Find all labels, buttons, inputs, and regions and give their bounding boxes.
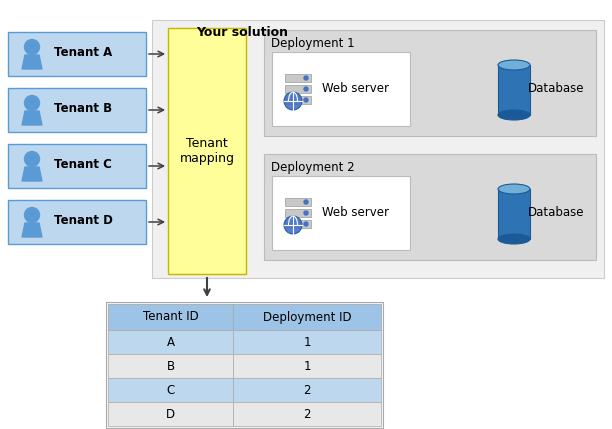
Bar: [108, 402, 233, 426]
Bar: [8, 32, 146, 76]
Circle shape: [24, 208, 40, 223]
Bar: [285, 74, 311, 82]
Text: Database: Database: [528, 206, 584, 220]
Bar: [285, 220, 311, 228]
Text: A: A: [166, 335, 174, 348]
Text: 2: 2: [304, 408, 311, 420]
Text: Tenant D: Tenant D: [54, 214, 113, 227]
Circle shape: [304, 211, 308, 215]
Bar: [285, 209, 311, 217]
Text: Deployment 2: Deployment 2: [271, 160, 354, 173]
Text: Database: Database: [528, 82, 584, 96]
Text: Web server: Web server: [321, 82, 389, 96]
Text: Tenant B: Tenant B: [54, 103, 112, 115]
Bar: [233, 304, 381, 330]
Text: Deployment ID: Deployment ID: [263, 311, 351, 323]
Text: Tenant
mapping: Tenant mapping: [179, 137, 234, 165]
Circle shape: [24, 96, 40, 111]
Polygon shape: [22, 111, 42, 125]
Bar: [233, 330, 381, 354]
Text: 1: 1: [304, 360, 311, 372]
Ellipse shape: [498, 184, 530, 194]
Circle shape: [284, 92, 302, 110]
Bar: [264, 30, 596, 136]
Bar: [264, 154, 596, 260]
Bar: [285, 85, 311, 93]
Bar: [8, 88, 146, 132]
Bar: [106, 302, 383, 428]
Bar: [168, 28, 246, 274]
Bar: [272, 52, 410, 126]
Bar: [233, 402, 381, 426]
Bar: [108, 330, 233, 354]
Text: Deployment 1: Deployment 1: [271, 36, 354, 49]
Circle shape: [304, 87, 308, 91]
Bar: [285, 198, 311, 206]
Text: Tenant C: Tenant C: [54, 158, 112, 172]
Bar: [152, 20, 604, 278]
Text: Tenant ID: Tenant ID: [143, 311, 198, 323]
Text: Your solution: Your solution: [196, 27, 288, 39]
Polygon shape: [22, 223, 42, 237]
Circle shape: [24, 151, 40, 166]
Circle shape: [304, 76, 308, 80]
Circle shape: [24, 39, 40, 54]
Ellipse shape: [498, 110, 530, 120]
Text: B: B: [166, 360, 174, 372]
Circle shape: [304, 98, 308, 102]
Text: Web server: Web server: [321, 206, 389, 220]
Bar: [498, 65, 530, 115]
Bar: [498, 189, 530, 239]
Text: C: C: [166, 384, 174, 396]
Bar: [233, 378, 381, 402]
Text: 2: 2: [304, 384, 311, 396]
Bar: [285, 96, 311, 104]
Text: Tenant A: Tenant A: [54, 46, 112, 60]
Polygon shape: [22, 55, 42, 69]
Bar: [233, 354, 381, 378]
Polygon shape: [22, 167, 42, 181]
Ellipse shape: [498, 234, 530, 244]
Text: 1: 1: [304, 335, 311, 348]
Ellipse shape: [498, 60, 530, 70]
Text: D: D: [166, 408, 175, 420]
Bar: [272, 176, 410, 250]
Bar: [108, 304, 233, 330]
Bar: [108, 354, 233, 378]
Circle shape: [284, 216, 302, 234]
Bar: [8, 144, 146, 188]
Circle shape: [304, 200, 308, 204]
Bar: [8, 200, 146, 244]
Bar: [108, 378, 233, 402]
Circle shape: [304, 222, 308, 226]
